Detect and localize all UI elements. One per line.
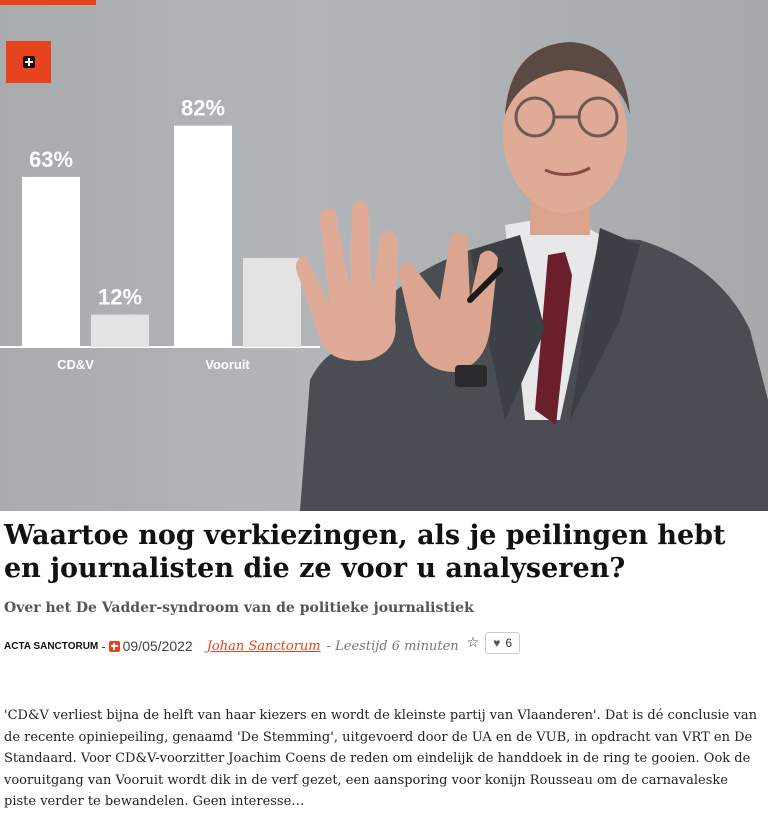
heart-icon: ♥ bbox=[493, 636, 501, 650]
publish-date: 09/05/2022 bbox=[122, 638, 193, 654]
plus-icon bbox=[108, 640, 120, 652]
article-meta: ACTA SANCTORUM - 09/05/2022 Johan Sancto… bbox=[4, 632, 521, 654]
data-label: 82% bbox=[181, 96, 225, 121]
data-label: 12% bbox=[98, 285, 142, 310]
bar-vooruit-0 bbox=[174, 125, 232, 347]
category-label: Vooruit bbox=[205, 357, 250, 372]
hand-left bbox=[296, 201, 398, 361]
mouth bbox=[544, 166, 591, 176]
head bbox=[503, 57, 627, 213]
article-subtitle: Over het De Vadder-syndroom van de polit… bbox=[4, 600, 474, 616]
hand-right bbox=[398, 232, 498, 372]
premium-badge[interactable] bbox=[6, 41, 51, 83]
site-name[interactable]: ACTA SANCTORUM bbox=[4, 640, 99, 652]
hair bbox=[505, 42, 630, 115]
hero-accent-bar bbox=[0, 0, 96, 5]
pen bbox=[467, 267, 503, 303]
arm-left bbox=[300, 344, 420, 511]
data-label: 63% bbox=[29, 147, 73, 172]
reading-time: - Leestijd 6 minuten bbox=[326, 638, 459, 654]
watch bbox=[455, 365, 487, 387]
star-icon[interactable]: ☆ bbox=[466, 635, 480, 651]
lapel-right bbox=[570, 228, 640, 420]
presenter-figure bbox=[296, 42, 768, 511]
plus-icon bbox=[22, 56, 35, 68]
article-title[interactable]: Waartoe nog verkiezingen, als je peiling… bbox=[4, 520, 726, 584]
tie bbox=[535, 252, 572, 425]
bar-cdv-1 bbox=[91, 314, 149, 347]
like-button[interactable]: ♥ 6 bbox=[485, 632, 521, 654]
like-count: 6 bbox=[505, 636, 513, 650]
bar-vooruit-1 bbox=[243, 257, 301, 347]
meta-separator: - bbox=[101, 638, 106, 654]
poll-bar-chart: 63% 12% CD&V 82% Vooruit bbox=[0, 96, 320, 372]
article-excerpt: 'CD&V verliest bijna de helft van haar k… bbox=[4, 708, 757, 809]
hero-image[interactable]: 63% 12% CD&V 82% Vooruit bbox=[0, 0, 768, 511]
author-link[interactable]: Johan Sanctorum bbox=[206, 638, 321, 654]
bar-cdv-0 bbox=[22, 176, 80, 347]
category-label: CD&V bbox=[57, 357, 94, 372]
